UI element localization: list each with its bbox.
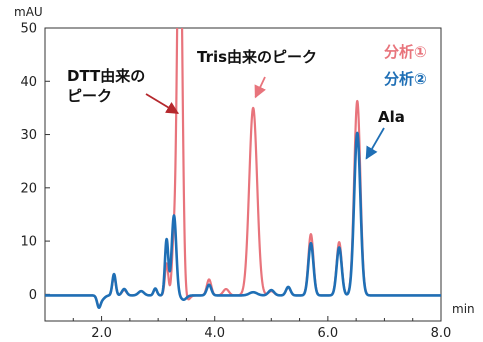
annotation-dtt: DTT由来の ピーク [67, 67, 180, 115]
x-unit-label: min [452, 302, 475, 316]
annotation-ala-arrow [365, 127, 385, 160]
series-line-analysis-1 [45, 28, 441, 308]
legend: 分析① 分析② [384, 43, 427, 88]
x-tick-label: 2.0 [91, 326, 112, 341]
y-unit-label: mAU [14, 5, 43, 19]
annotation-dtt-arrow [145, 93, 180, 115]
y-tick-label: 20 [20, 181, 37, 196]
annotation-ala-label: Ala [378, 108, 405, 126]
x-tick-label: 6.0 [318, 326, 339, 341]
annotation-dtt-label-line-2: ピーク [67, 87, 112, 105]
y-tick-label: 40 [20, 75, 37, 90]
y-tick-label: 10 [20, 235, 37, 250]
x-tick-label: 4.0 [204, 326, 225, 341]
y-tick-label: 0 [29, 288, 37, 303]
annotation-dtt-label-line-1: DTT由来の [67, 67, 145, 85]
series-line-analysis-2 [45, 131, 441, 310]
y-tick-label: 50 [20, 22, 37, 37]
y-tick-label: 30 [20, 128, 37, 143]
annotation-ala: Ala [365, 108, 405, 160]
annotation-tris: Tris由来のピーク [197, 48, 317, 99]
x-axis: 2.0 4.0 6.0 8.0 [44, 316, 452, 341]
x-tick-label: 8.0 [431, 326, 452, 341]
legend-entry-analysis-1: 分析① [384, 43, 427, 61]
y-axis: 0 10 20 30 40 50 [20, 22, 50, 303]
annotation-tris-label: Tris由来のピーク [197, 48, 317, 66]
annotation-tris-arrow [254, 76, 266, 99]
legend-entry-analysis-2: 分析② [384, 70, 427, 88]
